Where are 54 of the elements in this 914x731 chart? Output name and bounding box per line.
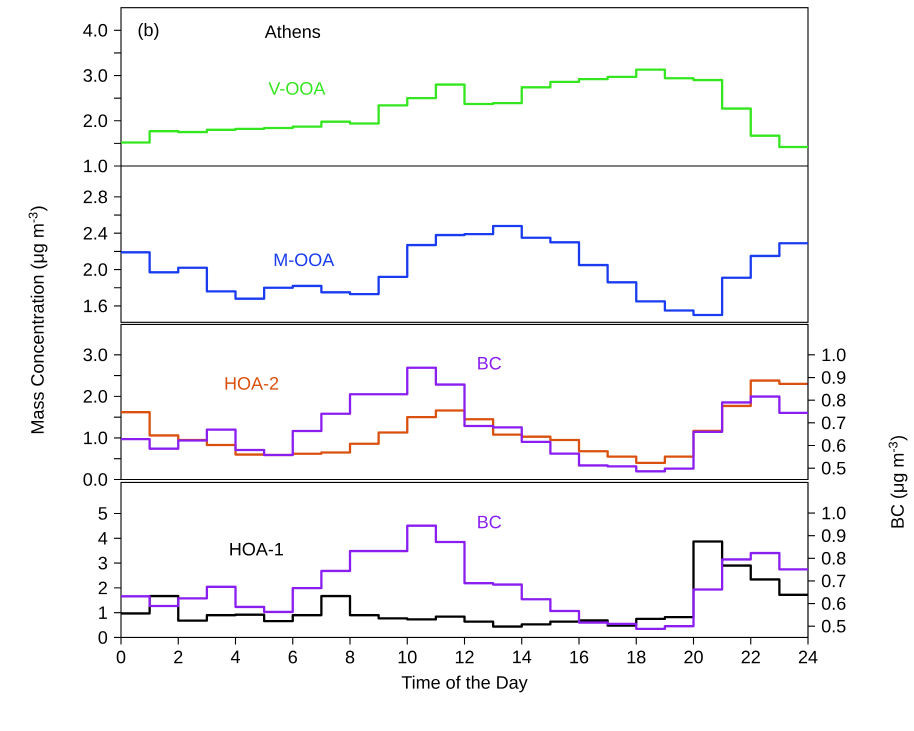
x-tick-label: 14 xyxy=(513,650,532,664)
y2-tick-label: 0.8 xyxy=(822,394,846,407)
y-axis-title: Mass Concentration (μg m$^{-3}$) xyxy=(28,206,48,434)
y-tick-label: 2.0 xyxy=(84,390,108,403)
x-tick-label: 8 xyxy=(346,650,354,664)
x-tick-label: 20 xyxy=(684,650,703,664)
y-tick-label: 1.0 xyxy=(84,432,108,444)
y-tick-label: 4.0 xyxy=(83,24,108,37)
x-tick-label: 18 xyxy=(628,650,646,664)
y2-tick-label: 0.7 xyxy=(822,416,846,430)
y2-axis-title: BC (μg m$^{-3}$) xyxy=(888,436,908,528)
text: HOA-2 xyxy=(226,377,278,390)
series-label: BC xyxy=(478,356,502,370)
x-tick-label: 4 xyxy=(230,650,240,664)
y2-tick-label: 0.5 xyxy=(822,462,846,475)
y-tick-label: 2.4 xyxy=(84,226,108,240)
y-tick-label: 3.0 xyxy=(83,69,108,82)
y2-tick-label: 0.9 xyxy=(822,371,846,384)
y-tick-label: 4 xyxy=(98,532,108,544)
x-tick-label: 24 xyxy=(798,650,818,664)
y2-tick-label: 0.5 xyxy=(822,620,846,633)
y-tick-label: 2.0 xyxy=(84,114,108,128)
y-tick-label: 3.0 xyxy=(83,348,108,362)
x-tick-label: 16 xyxy=(570,650,588,664)
x-tick-label: 10 xyxy=(398,650,417,664)
series-label: M-OOA xyxy=(274,253,334,266)
y-tick-label: 1.6 xyxy=(84,300,108,312)
series-label: V-OOA xyxy=(268,82,326,95)
y2-tick-label: 0.6 xyxy=(822,439,846,452)
y-tick-label: 1 xyxy=(99,606,107,619)
x-axis-title: Time of the Day xyxy=(402,676,528,692)
y-tick-label: 2 xyxy=(98,582,107,594)
y-tick-label: 1.0 xyxy=(84,160,108,172)
y-tick-label: 0.0 xyxy=(83,473,108,486)
x-tick-label: 6 xyxy=(288,650,297,664)
y2-tick-label: 0.9 xyxy=(822,529,846,542)
y2-tick-label: 0.8 xyxy=(822,552,846,565)
text: HOA-1 xyxy=(230,542,283,556)
y2-tick-label: 0.6 xyxy=(822,597,846,610)
y-tick-label: 5 xyxy=(98,507,108,520)
y-tick-label: 3 xyxy=(98,556,108,570)
y-tick-label: 0 xyxy=(98,631,108,644)
annotation: (b) xyxy=(138,23,158,40)
y2-tick-label: 1.0 xyxy=(822,506,846,520)
x-tick-label: 22 xyxy=(742,650,760,664)
y2-tick-label: 0.7 xyxy=(822,574,846,588)
y2-tick-label: 1.0 xyxy=(822,348,846,362)
y-tick-label: 2.0 xyxy=(84,263,108,276)
x-tick-label: 0 xyxy=(116,650,126,664)
x-tick-label: 2 xyxy=(174,650,182,664)
series-label: BC xyxy=(478,516,502,528)
text: Athens xyxy=(264,24,320,38)
y-tick-label: 2.8 xyxy=(84,190,108,204)
x-tick-label: 12 xyxy=(456,650,474,664)
